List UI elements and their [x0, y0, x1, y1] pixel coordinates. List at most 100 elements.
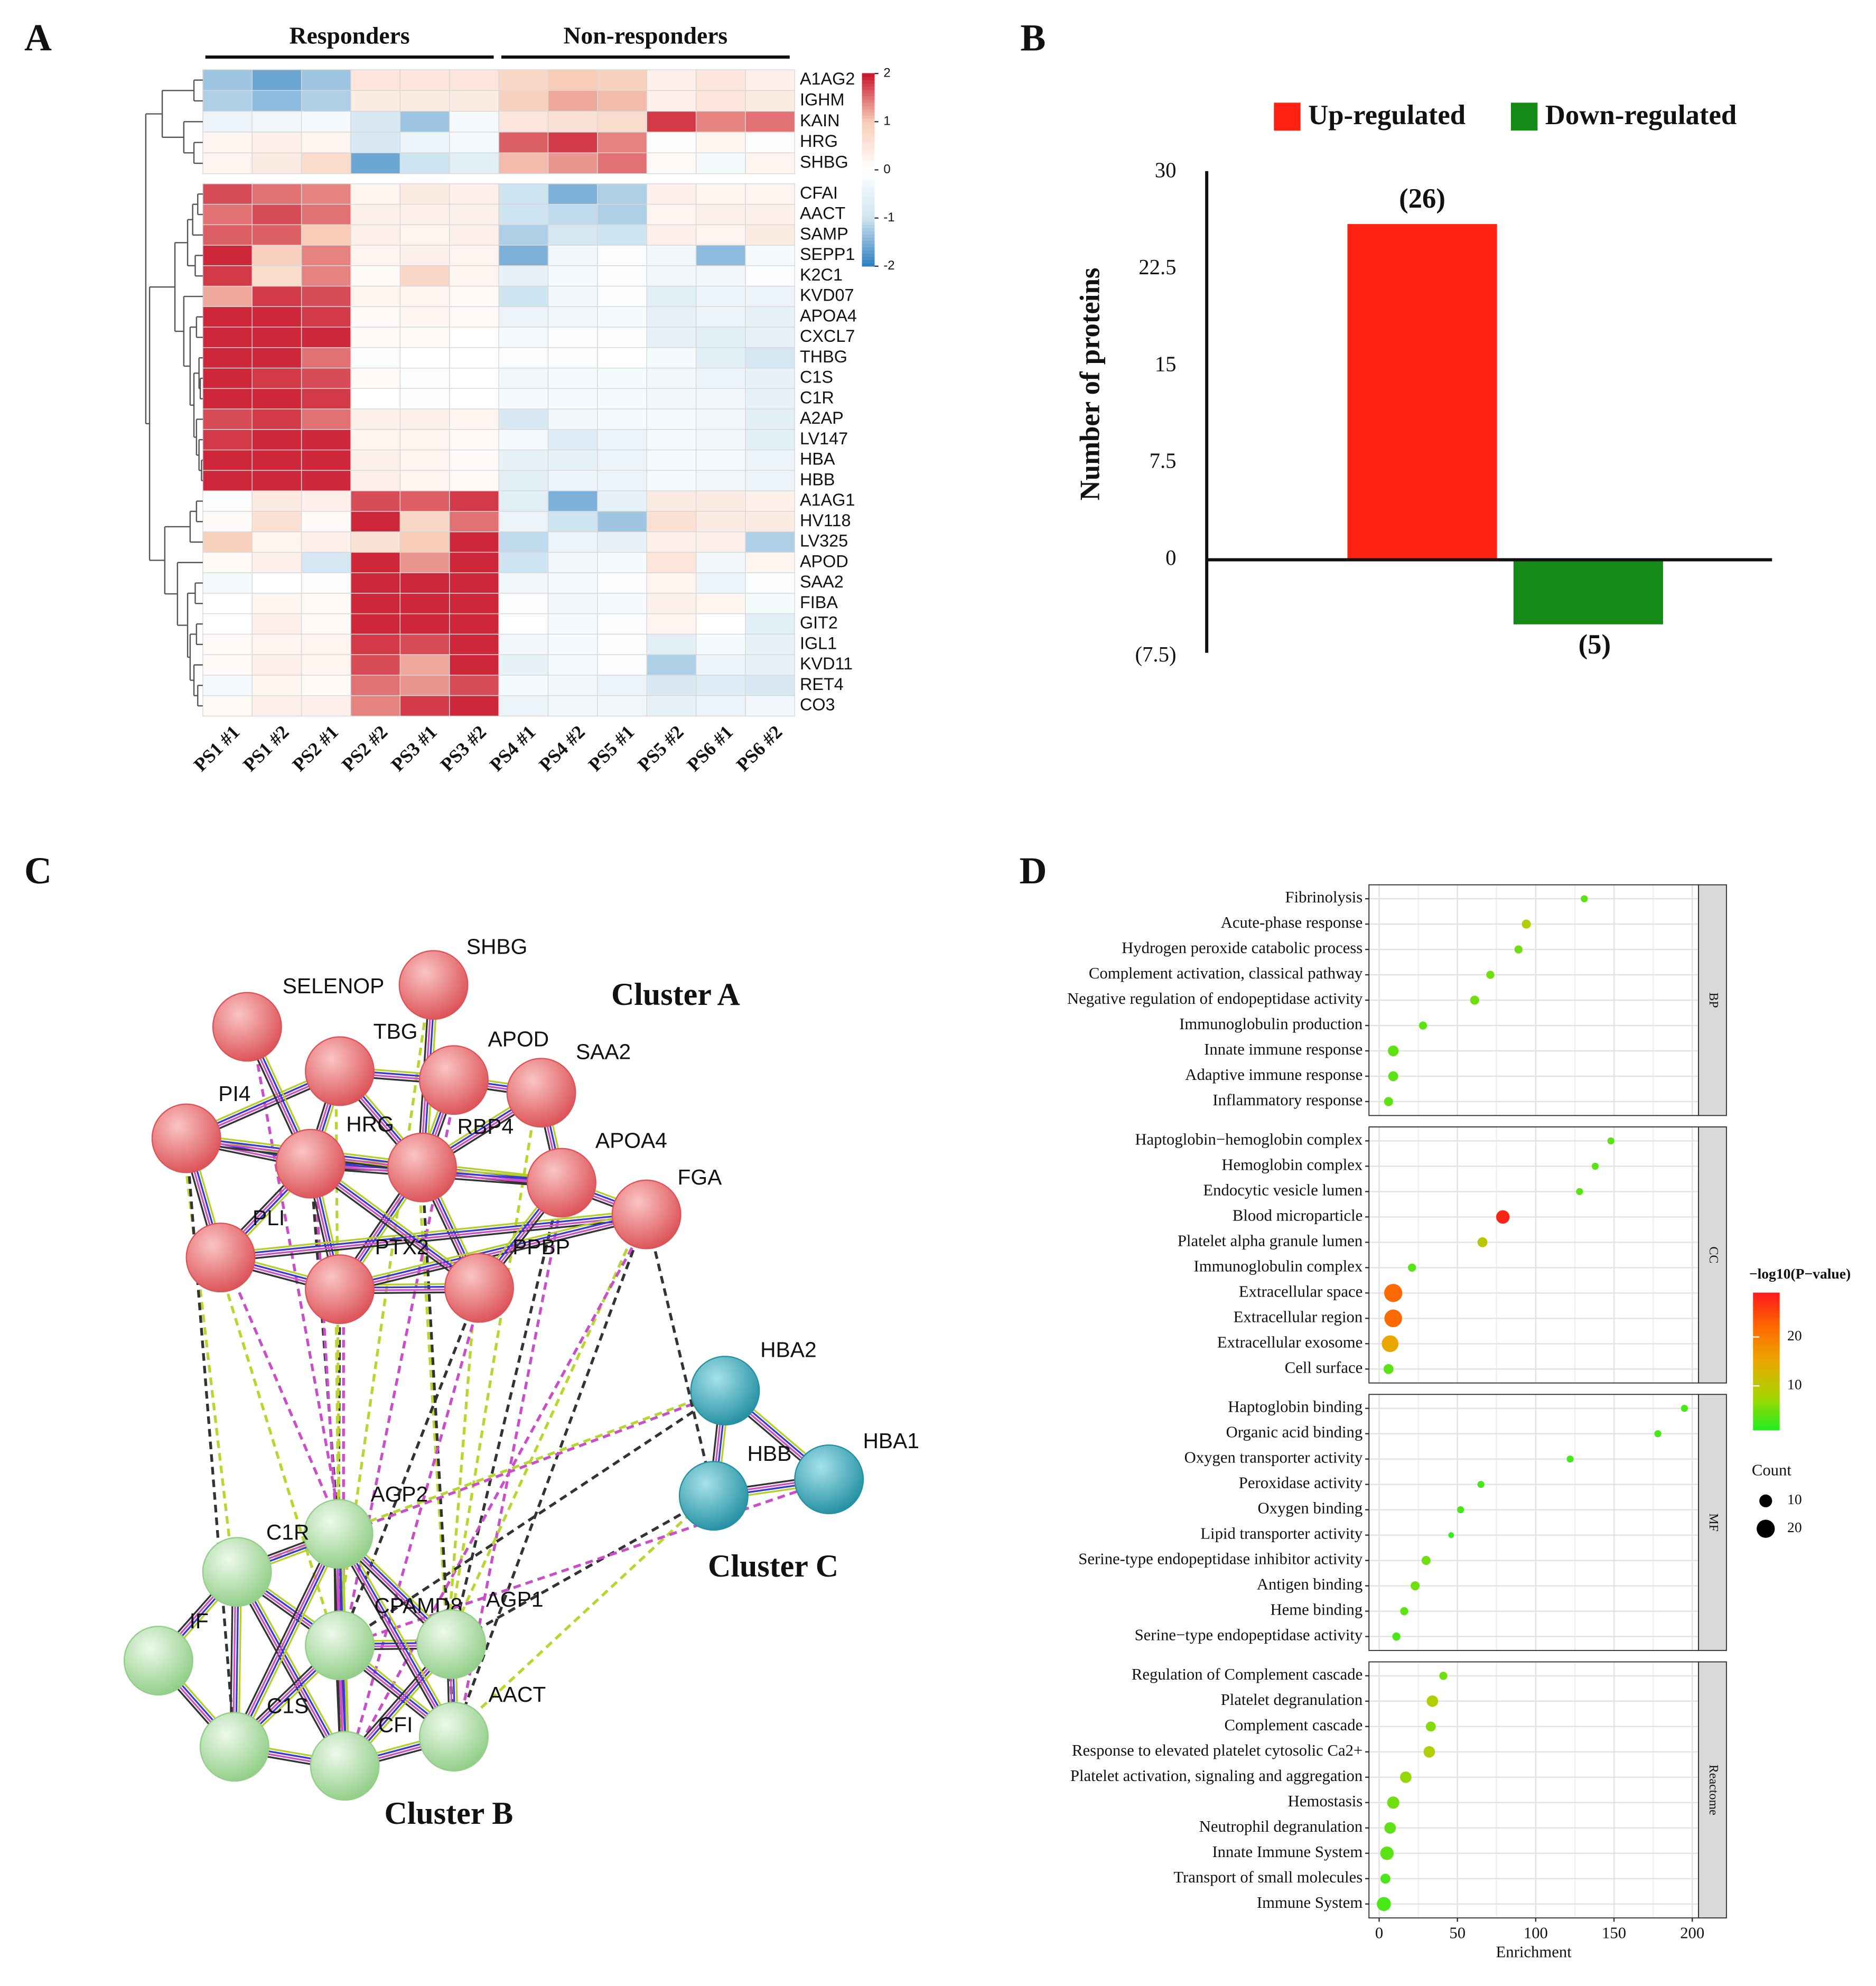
heatmap-cell — [498, 613, 549, 635]
dot — [1591, 1162, 1599, 1170]
heatmap-cell — [399, 593, 450, 614]
colorbar-step — [862, 118, 875, 123]
colorbar-step — [1753, 1419, 1780, 1424]
node-label: HBB — [747, 1441, 791, 1466]
colorbar-step — [1753, 1415, 1780, 1420]
legend-swatch — [1510, 102, 1538, 131]
heatmap-cell — [695, 593, 746, 614]
node-label: RBP4 — [458, 1114, 514, 1139]
facet-strip — [1698, 1126, 1727, 1384]
network-node — [794, 1444, 864, 1514]
heatmap-cell — [695, 90, 746, 112]
heatmap-cell — [646, 593, 697, 614]
colorbar-step — [862, 189, 875, 193]
dot — [1486, 971, 1495, 979]
heatmap-cell — [695, 470, 746, 491]
heatmap-cell — [745, 449, 796, 471]
network-edge — [341, 1389, 730, 1535]
dot — [1581, 895, 1588, 902]
heatmap-cell — [399, 183, 450, 205]
network-edge — [240, 1569, 350, 1765]
colorbar-step — [1753, 1385, 1780, 1390]
heatmap-cell — [646, 327, 697, 348]
heatmap-cell — [745, 552, 796, 573]
heatmap-cell — [301, 490, 351, 512]
term-label: Peroxidase activity — [1239, 1474, 1363, 1492]
heatmap-cell — [202, 388, 253, 409]
node-label: HBA1 — [863, 1429, 919, 1453]
heatmap-cell — [745, 572, 796, 594]
heatmap-cell — [745, 327, 796, 348]
heatmap-cell — [695, 490, 746, 512]
heatmap-cell — [449, 572, 499, 594]
heatmap-cell — [202, 654, 253, 676]
dot — [1383, 1364, 1394, 1374]
value-label: (26) — [1399, 183, 1445, 214]
heatmap-cell — [498, 183, 549, 205]
colorbar-step — [862, 160, 875, 164]
term-label: Neutrophil degranulation — [1199, 1817, 1363, 1835]
heatmap-cell — [498, 490, 549, 512]
x-tick-label: 0 — [1375, 1924, 1383, 1942]
heatmap-cell — [251, 470, 302, 491]
heatmap-cell — [251, 203, 302, 226]
row-label: HRG — [800, 132, 838, 151]
size-legend-title: Count — [1752, 1461, 1792, 1479]
row-label: APOA4 — [800, 306, 857, 325]
term-label: Serine-type endopeptidase inhibitor acti… — [1078, 1550, 1363, 1568]
colorbar-step — [862, 150, 875, 154]
heatmap-cell — [350, 347, 401, 369]
node-label: TBG — [374, 1019, 418, 1043]
heatmap-cell — [695, 245, 746, 266]
facet-panel — [1369, 1662, 1699, 1918]
network-node — [212, 992, 282, 1062]
network-node — [416, 1609, 487, 1679]
term-label: Response to elevated platelet cytosolic … — [1072, 1741, 1362, 1759]
node-label: C1S — [267, 1694, 309, 1718]
colorbar-step — [1753, 1334, 1780, 1338]
colorbar-step — [862, 208, 875, 212]
node-label: HBA2 — [760, 1337, 817, 1362]
x-tick-label: 50 — [1449, 1924, 1466, 1942]
heatmap-cell — [202, 203, 253, 226]
colorbar-step — [862, 198, 875, 203]
heatmap-cell — [399, 695, 450, 717]
colorbar-step — [862, 134, 875, 138]
heatmap-cell — [547, 429, 598, 451]
heatmap-cell — [498, 69, 549, 91]
network-edge — [339, 1533, 456, 1737]
heatmap-cell — [498, 470, 549, 491]
heatmap-cell — [745, 675, 796, 696]
heatmap-cell — [202, 470, 253, 491]
network-edge — [215, 1257, 338, 1646]
row-label: KAIN — [800, 111, 840, 130]
node-label: PTX2 — [375, 1235, 429, 1259]
heatmap-cell — [251, 449, 302, 471]
value-label: (5) — [1579, 629, 1611, 660]
heatmap-cell — [202, 695, 253, 717]
heatmap-cell — [399, 90, 450, 112]
heatmap-cell — [646, 265, 697, 287]
row-label: K2C1 — [800, 265, 843, 284]
heatmap-cell — [350, 132, 401, 154]
network-edge — [452, 1214, 648, 1737]
heatmap-cell — [202, 633, 253, 655]
heatmap-cell — [597, 633, 647, 655]
heatmap-cell — [202, 152, 253, 174]
heatmap-cell — [350, 110, 401, 133]
colorbar-step — [1753, 1330, 1780, 1335]
row-label: A1AG2 — [800, 69, 855, 88]
column-label: PS3 #2 — [436, 721, 490, 775]
heatmap-cell — [498, 654, 549, 676]
row-label: SAA2 — [800, 572, 844, 591]
heatmap-cell — [449, 132, 499, 154]
heatmap-cell — [597, 203, 647, 226]
heatmap-cell — [251, 429, 302, 451]
heatmap-cell — [202, 306, 253, 328]
heatmap-cell — [449, 347, 499, 369]
heatmap-cell — [301, 449, 351, 471]
node-label: APOD — [488, 1027, 549, 1051]
facet-label: Reactome — [1706, 1765, 1720, 1815]
heatmap-cell — [202, 265, 253, 287]
heatmap-cell — [745, 183, 796, 205]
